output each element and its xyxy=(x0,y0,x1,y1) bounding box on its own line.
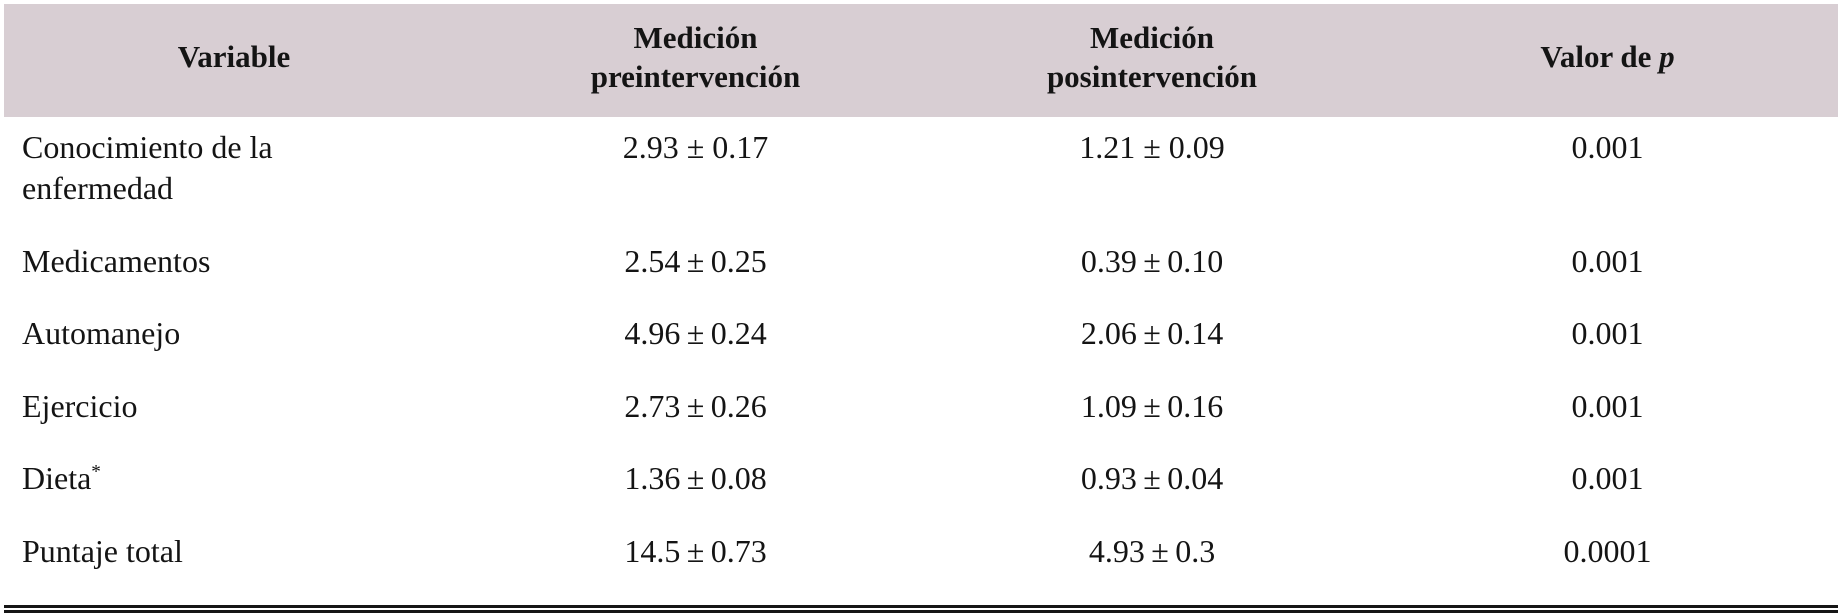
cell-pvalue: 0.0001 xyxy=(1563,533,1652,570)
cell-postintervention: 2.06 ± 0.14 xyxy=(1080,315,1224,352)
cell-pvalue: 0.001 xyxy=(1571,387,1644,424)
table-row: Medicamentos 2.54 ± 0.25 0.39 ± 0.10 0.0… xyxy=(4,226,1838,299)
cell-preintervention: 14.5 ± 0.73 xyxy=(624,533,767,570)
header-label-pvalue: Valor de xyxy=(1540,39,1660,75)
header-cell-pvalue: Valor de p xyxy=(1377,4,1838,117)
cell-preintervention: 2.73 ± 0.26 xyxy=(624,387,767,424)
cell-variable: Puntaje total xyxy=(4,516,464,609)
header-label-preintervention: Medición preintervención xyxy=(590,20,801,94)
header-label-variable: Variable xyxy=(177,39,291,75)
table-row: Dieta* 1.36 ± 0.08 0.93 ± 0.04 0.001 xyxy=(4,443,1838,516)
cell-postintervention: 0.93 ± 0.04 xyxy=(1080,460,1224,497)
cell-preintervention: 1.36 ± 0.08 xyxy=(624,460,767,497)
variable-label: Ejercicio xyxy=(22,387,138,424)
header-label-postintervention: Medición posintervención xyxy=(1046,20,1258,94)
cell-variable: Ejercicio xyxy=(4,371,464,444)
header-label-pvalue-italic: p xyxy=(1659,39,1675,75)
variable-superscript: * xyxy=(91,461,101,483)
cell-preintervention: 2.93 ± 0.17 xyxy=(622,128,769,165)
cell-variable: Automanejo xyxy=(4,298,464,371)
variable-label: Automanejo xyxy=(22,315,181,352)
header-cell-variable: Variable xyxy=(4,4,464,117)
cell-postintervention: 1.09 ± 0.16 xyxy=(1080,387,1224,424)
cell-variable: Dieta* xyxy=(4,443,464,516)
cell-postintervention: 1.21 ± 0.09 xyxy=(1079,128,1225,165)
cell-preintervention: 2.54 ± 0.25 xyxy=(624,242,767,279)
variable-label: Medicamentos xyxy=(22,242,211,279)
table-row: Puntaje total 14.5 ± 0.73 4.93 ± 0.3 0.0… xyxy=(4,516,1838,609)
cell-pvalue: 0.001 xyxy=(1571,242,1644,279)
results-table: Variable Medición preintervención Medici… xyxy=(4,4,1838,613)
table-row: Ejercicio 2.73 ± 0.26 1.09 ± 0.16 0.001 xyxy=(4,371,1838,444)
variable-label: Conocimiento de la enfermedad xyxy=(22,128,273,207)
variable-label: Puntaje total xyxy=(22,533,183,570)
variable-label: Dieta xyxy=(22,460,92,497)
table-row: Automanejo 4.96 ± 0.24 2.06 ± 0.14 0.001 xyxy=(4,298,1838,371)
cell-postintervention: 4.93 ± 0.3 xyxy=(1088,533,1216,570)
cell-pvalue: 0.001 xyxy=(1571,460,1644,497)
cell-postintervention: 0.39 ± 0.10 xyxy=(1080,242,1224,279)
header-cell-postintervention: Medición posintervención xyxy=(927,4,1377,117)
cell-pvalue: 0.001 xyxy=(1571,128,1644,165)
cell-pvalue: 0.001 xyxy=(1571,315,1644,352)
header-cell-preintervention: Medición preintervención xyxy=(464,4,927,117)
table-header-row: Variable Medición preintervención Medici… xyxy=(4,4,1838,117)
table-row: Conocimiento de la enfermedad 2.93 ± 0.1… xyxy=(4,117,1838,226)
cell-preintervention: 4.96 ± 0.24 xyxy=(624,315,767,352)
cell-variable: Conocimiento de la enfermedad xyxy=(4,117,464,226)
cell-variable: Medicamentos xyxy=(4,226,464,299)
